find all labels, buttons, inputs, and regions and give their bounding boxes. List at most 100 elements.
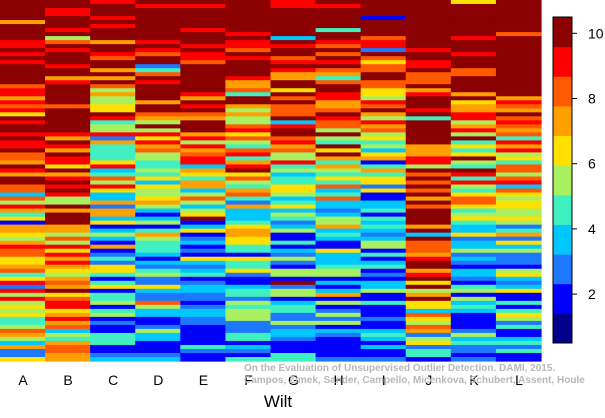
heatmap-cell — [45, 84, 91, 89]
heatmap-cell — [135, 148, 181, 154]
heatmap-cell — [495, 36, 542, 41]
heatmap-cell — [405, 32, 452, 37]
heatmap-cell — [360, 140, 407, 145]
colorbar-tick-label: 4 — [588, 221, 596, 237]
heatmap-cell — [90, 140, 136, 145]
heatmap-cell — [405, 100, 452, 105]
heatmap-cell — [90, 252, 136, 258]
heatmap-cell — [270, 304, 317, 310]
heatmap-cell — [45, 260, 91, 266]
heatmap-cell — [495, 144, 542, 150]
heatmap-cell — [180, 80, 227, 85]
heatmap-cell — [180, 56, 227, 61]
heatmap-cell — [315, 312, 362, 318]
heatmap-cell — [90, 220, 136, 226]
heatmap-cell — [45, 168, 91, 174]
x-tick-label: B — [63, 372, 72, 388]
heatmap-cell — [225, 188, 272, 194]
heatmap-cell — [45, 200, 91, 206]
heatmap-cell — [450, 104, 497, 109]
heatmap-cell — [135, 304, 181, 310]
heatmap-cell — [270, 140, 317, 145]
heatmap-cell — [360, 320, 407, 326]
heatmap-cell — [270, 232, 317, 238]
heatmap-cell — [315, 316, 362, 322]
heatmap-cell — [135, 332, 181, 338]
heatmap-cell — [45, 288, 91, 294]
heatmap-cell — [315, 236, 362, 242]
heatmap-cell — [360, 308, 407, 314]
heatmap-cell — [405, 184, 452, 190]
heatmap-cell — [315, 56, 362, 61]
heatmap-cell — [315, 292, 362, 298]
heatmap-cell — [180, 44, 227, 49]
heatmap-cell — [270, 204, 317, 210]
heatmap-cell — [315, 152, 362, 158]
heatmap-cell — [405, 0, 452, 5]
heatmap-cell — [315, 244, 362, 250]
heatmap-cell — [225, 312, 272, 318]
heatmap-cell — [315, 336, 362, 342]
heatmap-cell — [90, 60, 136, 65]
heatmap-cell — [450, 292, 497, 298]
heatmap-cell — [270, 52, 317, 57]
heatmap-cell — [225, 240, 272, 246]
heatmap-cell — [360, 48, 407, 53]
heatmap-cell — [45, 100, 91, 105]
heatmap-cell — [495, 316, 542, 322]
heatmap-cell — [360, 336, 407, 342]
heatmap-cell — [45, 28, 91, 33]
heatmap-cell — [360, 252, 407, 258]
heatmap-cell — [495, 220, 542, 226]
heatmap-cell — [135, 128, 181, 133]
heatmap-cell — [405, 8, 452, 13]
heatmap-cell — [90, 64, 136, 69]
heatmap-cell — [135, 0, 181, 5]
heatmap-cell — [180, 20, 227, 25]
heatmap-cell — [495, 240, 542, 246]
heatmap-cell — [180, 340, 227, 346]
heatmap-cell — [90, 236, 136, 242]
heatmap-cell — [225, 356, 272, 362]
heatmap-cell — [360, 136, 407, 141]
x-tick-label: J — [425, 372, 432, 388]
heatmap-cell — [180, 32, 227, 37]
heatmap-cell — [405, 124, 452, 129]
heatmap-cell — [360, 144, 407, 150]
heatmap-cell — [270, 244, 317, 250]
heatmap-cell — [180, 332, 227, 338]
heatmap-cell — [270, 60, 317, 65]
heatmap-cell — [450, 48, 497, 53]
heatmap-cell — [135, 80, 181, 85]
heatmap-cell — [180, 152, 227, 158]
heatmap-cell — [405, 332, 452, 338]
heatmap-cell — [45, 232, 91, 238]
heatmap-cell — [450, 0, 497, 5]
heatmap-cell — [180, 284, 227, 290]
heatmap-cell — [360, 16, 407, 21]
heatmap-cell — [360, 212, 407, 218]
heatmap-cell — [495, 276, 542, 282]
heatmap-cell — [360, 256, 407, 262]
x-tick-labels: A B C D E F G H I J K L — [18, 372, 523, 388]
heatmap-cell — [90, 92, 136, 97]
heatmap-cell — [0, 32, 46, 37]
heatmap-cell — [450, 176, 497, 182]
heatmap-cell — [135, 200, 181, 206]
heatmap-cell — [45, 172, 91, 178]
heatmap-cell — [225, 220, 272, 226]
heatmap-cell — [315, 52, 362, 57]
heatmap-cell — [90, 44, 136, 49]
heatmap-cell — [225, 288, 272, 294]
heatmap-cell — [405, 120, 452, 125]
heatmap-cell — [0, 352, 46, 358]
heatmap-cell — [270, 284, 317, 290]
heatmap-cell — [315, 96, 362, 101]
heatmap-cell — [450, 196, 497, 202]
heatmap-cell — [0, 240, 46, 246]
heatmap-cell — [360, 164, 407, 170]
heatmap-cell — [90, 104, 136, 109]
heatmap-cell — [450, 84, 497, 89]
heatmap-cell — [405, 196, 452, 202]
heatmap-cell — [495, 176, 542, 182]
